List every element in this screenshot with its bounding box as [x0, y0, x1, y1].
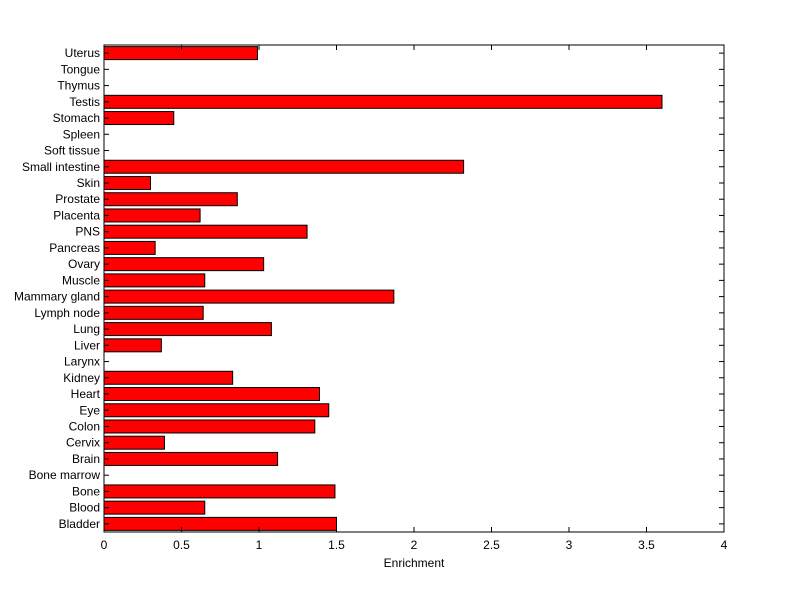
- bar-colon: [103, 419, 316, 434]
- bar-bone: [103, 484, 336, 499]
- x-tick-label: 4: [721, 538, 728, 552]
- bar-heart: [103, 387, 320, 402]
- y-tick-label: Heart: [71, 387, 101, 401]
- bar-eye: [103, 403, 330, 418]
- y-tick-label: Bone: [72, 484, 100, 498]
- y-tick-label: Ovary: [68, 257, 100, 271]
- bar-prostate: [103, 192, 238, 207]
- bars-layer: [103, 46, 663, 531]
- y-tick-label: Blood: [69, 501, 100, 515]
- y-tick-label: Liver: [74, 338, 100, 352]
- bar-uterus: [103, 46, 258, 61]
- y-tick-label: Testis: [69, 95, 100, 109]
- bar-lung: [103, 322, 272, 337]
- bar-testis: [103, 94, 663, 109]
- bar-cervix: [103, 435, 165, 450]
- plot-frame: [103, 44, 725, 533]
- bar-ovary: [103, 257, 265, 272]
- y-tick-label: Stomach: [53, 111, 100, 125]
- bar-lymph-node: [103, 305, 204, 320]
- x-tick-label: 1: [256, 538, 263, 552]
- y-tick-label: Eye: [79, 403, 100, 417]
- y-tick-label: Soft tissue: [44, 144, 100, 158]
- bar-stomach: [103, 111, 175, 126]
- y-tick-label: Prostate: [55, 192, 100, 206]
- y-tick-label: Mammary gland: [14, 290, 100, 304]
- bar-small-intestine: [103, 159, 465, 174]
- bar-mammary-gland: [103, 289, 395, 304]
- y-tick-label: Thymus: [57, 79, 100, 93]
- y-tick-label: Lymph node: [34, 306, 100, 320]
- y-tick-label: Bone marrow: [29, 468, 101, 482]
- y-tick-label: Placenta: [53, 208, 100, 222]
- bar-blood: [103, 500, 206, 515]
- y-tick-label: Bladder: [59, 517, 100, 531]
- y-tick-label: Larynx: [64, 355, 100, 369]
- bar-bladder: [103, 516, 337, 531]
- x-tick-label: 3: [566, 538, 573, 552]
- y-tick-label: Lung: [73, 322, 100, 336]
- x-tick-label: 0: [101, 538, 108, 552]
- y-tick-label: Brain: [72, 452, 100, 466]
- y-tick-label: Skin: [77, 176, 100, 190]
- bar-brain: [103, 451, 279, 466]
- bar-pns: [103, 224, 308, 239]
- bar-placenta: [103, 208, 201, 223]
- bar-pancreas: [103, 240, 156, 255]
- y-tick-label: Cervix: [66, 436, 100, 450]
- x-tick-label: 1.5: [328, 538, 345, 552]
- y-tick-label: Kidney: [63, 371, 100, 385]
- y-tick-label: PNS: [75, 225, 100, 239]
- x-axis-label: Enrichment: [384, 556, 445, 570]
- x-axis-ticks: 0 0.5 1 1.5 2 2.5 3 3.5 4: [101, 45, 728, 552]
- x-tick-label: 0.5: [173, 538, 190, 552]
- y-tick-label: Small intestine: [22, 160, 100, 174]
- bar-kidney: [103, 370, 234, 385]
- y-tick-label: Uterus: [65, 46, 100, 60]
- y-tick-label: Pancreas: [49, 241, 100, 255]
- bar-liver: [103, 338, 162, 353]
- bar-skin: [103, 175, 151, 190]
- bar-muscle: [103, 273, 206, 288]
- x-tick-label: 3.5: [638, 538, 655, 552]
- y-tick-label: Muscle: [62, 273, 100, 287]
- y-tick-label: Spleen: [63, 127, 100, 141]
- x-tick-label: 2.5: [483, 538, 500, 552]
- y-tick-label: Tongue: [61, 62, 101, 76]
- y-tick-label: Colon: [69, 419, 100, 433]
- x-tick-label: 2: [411, 538, 418, 552]
- y-axis-ticks: Uterus Tongue Thymus Testis Stomach Spleen Sof…: [14, 46, 724, 531]
